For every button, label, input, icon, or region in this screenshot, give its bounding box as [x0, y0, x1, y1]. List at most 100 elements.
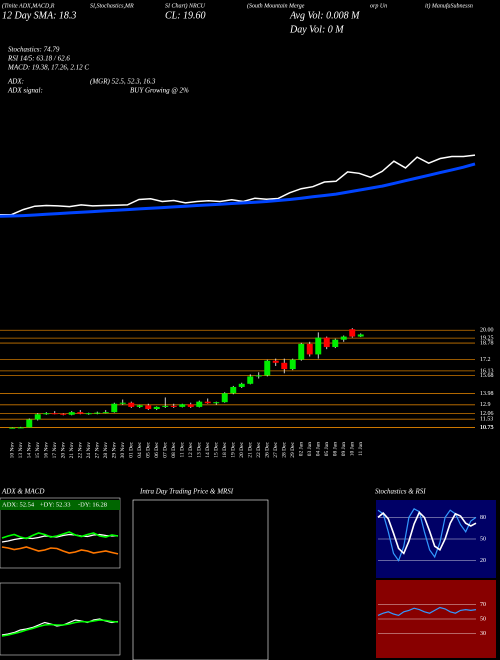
- series-line: [1, 619, 119, 637]
- panel-label: -DY: 16.28: [78, 501, 107, 508]
- x-tick-label: 15 Nov: [35, 442, 41, 459]
- level-label: 11.53: [480, 417, 493, 423]
- x-tick-label: 24 Nov: [86, 442, 92, 459]
- candle-body: [17, 427, 24, 429]
- candle-body: [289, 359, 296, 370]
- close-text: CL: 19.60: [165, 10, 206, 21]
- price-line: [0, 154, 476, 216]
- x-tick-label: 14 Dec: [205, 441, 211, 457]
- x-tick-label: 03 Jan: [307, 442, 313, 456]
- x-tick-label: 05 Dec: [146, 441, 152, 457]
- candle-body: [272, 360, 279, 363]
- x-tick-label: 22 Dec: [256, 441, 262, 457]
- x-tick-label: 28 Nov: [103, 442, 109, 459]
- x-tick-label: 05 Jan: [324, 442, 330, 456]
- header-text: orp Un: [370, 3, 387, 9]
- candle-body: [68, 412, 75, 415]
- candle-body: [60, 413, 67, 415]
- candle-body: [170, 405, 177, 407]
- level-label: 16.13: [480, 368, 494, 374]
- level-label: 10.75: [480, 425, 494, 431]
- series-line: [377, 606, 477, 617]
- level-label: 12.06: [480, 411, 494, 417]
- x-tick-label: 08 Dec: [171, 441, 177, 457]
- x-tick-label: 26 Dec: [265, 441, 271, 457]
- x-tick-label: 22 Nov: [78, 442, 84, 459]
- candle-body: [145, 405, 152, 409]
- candle-body: [323, 337, 330, 348]
- panel-label: ADX: 52.54: [2, 501, 35, 508]
- candle-body: [119, 402, 126, 404]
- candle-body: [213, 402, 220, 404]
- candle-body: [162, 405, 169, 407]
- x-tick-label: 13 Dec: [197, 441, 203, 457]
- level-label: 20.00: [480, 328, 494, 334]
- x-tick-label: 21 Dec: [248, 441, 254, 457]
- candle-body: [315, 337, 322, 355]
- x-tick-label: 29 Dec: [290, 441, 296, 457]
- y-tick-label: 20: [480, 558, 486, 564]
- candle-body: [51, 413, 58, 415]
- y-tick-label: 70: [480, 602, 486, 608]
- level-label: 10.73: [480, 425, 494, 431]
- level-label: 17.2: [480, 357, 491, 363]
- series-line: [1, 531, 119, 540]
- adx-frame: [0, 497, 121, 569]
- level-label: 15.68: [480, 373, 494, 379]
- candle-body: [281, 362, 288, 370]
- candle-body: [204, 401, 211, 404]
- x-tick-label: 21 Nov: [69, 442, 75, 459]
- macd-frame: [0, 582, 121, 656]
- candle-body: [332, 339, 339, 348]
- header-text: SI,Stochastics,MR: [90, 3, 134, 9]
- x-tick-label: 17 Nov: [52, 442, 58, 459]
- x-tick-label: 04 Dec: [137, 441, 143, 457]
- adx-signal-value: BUY Growing @ 2%: [130, 87, 189, 95]
- panel-label: +DY: 52.33: [40, 501, 71, 508]
- x-tick-label: 02 Jan: [299, 442, 305, 456]
- candle-body: [264, 360, 271, 376]
- candle-body: [136, 405, 143, 407]
- y-tick-label: 80: [480, 515, 486, 521]
- x-tick-label: 20 Dec: [239, 441, 245, 457]
- x-tick-label: 06 Dec: [154, 441, 160, 457]
- panel-title: ADX & MACD: [1, 488, 44, 496]
- x-tick-label: 16 Nov: [44, 442, 50, 459]
- x-tick-label: 18 Dec: [222, 441, 228, 457]
- candle-body: [230, 386, 237, 394]
- y-tick-label: 30: [480, 631, 486, 637]
- x-tick-label: 12 Dec: [188, 441, 194, 457]
- candle-body: [238, 383, 245, 387]
- candle-body: [306, 343, 313, 355]
- x-tick-label: 13 Nov: [18, 442, 24, 459]
- candle-body: [128, 402, 135, 407]
- x-tick-label: 01 Dec: [129, 441, 135, 457]
- panel-title: Stochastics & RSI: [375, 488, 426, 496]
- x-tick-label: 19 Dec: [231, 441, 237, 457]
- day-vol-text: Day Vol: 0 M: [289, 24, 344, 35]
- x-tick-label: 04 Jan: [316, 442, 322, 456]
- avg-vol-text: Avg Vol: 0.008 M: [289, 10, 360, 21]
- x-tick-label: 10 Nov: [10, 442, 16, 459]
- x-tick-label: 07 Dec: [163, 441, 169, 457]
- candle-body: [255, 375, 262, 377]
- candle-body: [43, 413, 50, 415]
- candle-body: [221, 393, 228, 403]
- x-tick-label: 28 Dec: [282, 441, 288, 457]
- level-label: 12.9: [480, 402, 491, 408]
- adx-signal: ADX signal:: [7, 87, 43, 95]
- sma-text: 12 Day SMA: 18.3: [2, 10, 76, 21]
- x-tick-label: 11 Dec: [180, 441, 186, 457]
- header-text: it) ManufaSubnessn: [425, 2, 473, 9]
- y-tick-label: 50: [480, 536, 486, 542]
- x-tick-label: 27 Dec: [273, 441, 279, 457]
- candle-body: [196, 401, 203, 407]
- y-tick-label: 50: [480, 616, 486, 622]
- x-tick-label: 27 Nov: [95, 442, 101, 459]
- intraday-box: [132, 499, 269, 660]
- x-tick-label: 15 Dec: [214, 441, 220, 457]
- candle-body: [94, 412, 101, 414]
- candle-body: [179, 404, 186, 407]
- candle-body: [85, 413, 92, 415]
